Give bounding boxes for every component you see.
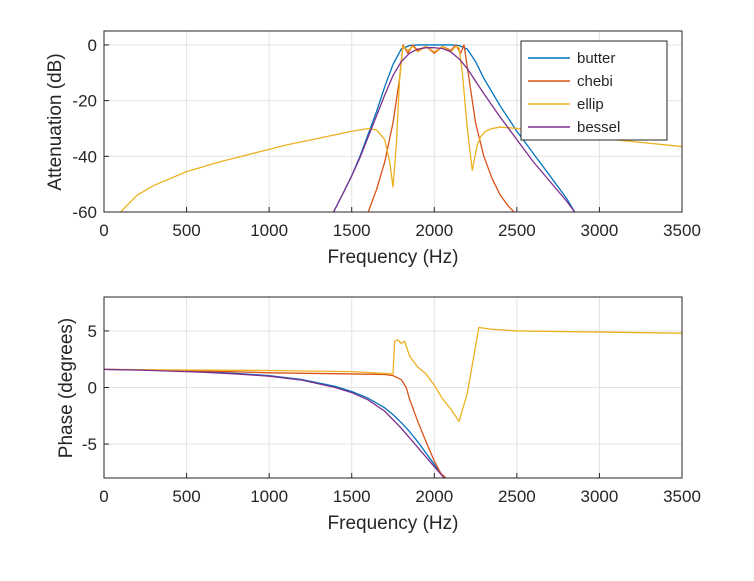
- magnitude-series-bessel: [332, 47, 576, 212]
- magnitude-x-tick-label: 500: [172, 221, 200, 240]
- phase-x-tick-label: 3500: [663, 487, 701, 506]
- phase-y-axis-title: Phase (degrees): [56, 318, 77, 458]
- phase-y-tick-label: -5: [82, 435, 97, 454]
- magnitude-x-tick-label: 2000: [415, 221, 453, 240]
- phase-x-tick-label: 2500: [498, 487, 536, 506]
- phase-series-ellip: [104, 326, 682, 423]
- phase-x-tick-label: 3000: [581, 487, 619, 506]
- magnitude-x-tick-label: 3500: [663, 221, 701, 240]
- magnitude-y-ticks: -60 -40 -20 0: [72, 36, 109, 222]
- magnitude-x-axis-title: Frequency (Hz): [328, 247, 459, 268]
- legend-label-bessel: bessel: [577, 119, 620, 136]
- magnitude-x-tick-label: 1000: [250, 221, 288, 240]
- magnitude-y-axis-title: Attenuation (dB): [45, 53, 66, 190]
- legend-label-ellip: ellip: [577, 96, 604, 113]
- magnitude-x-tick-label: 0: [99, 221, 108, 240]
- phase-x-ticks: 0 500 1000 1500 2000 2500 3000 3500: [99, 473, 701, 506]
- magnitude-x-tick-label: 2500: [498, 221, 536, 240]
- phase-y-ticks: -5 0 5: [82, 322, 109, 454]
- phase-y-tick-label: 0: [88, 379, 97, 398]
- magnitude-series-layer: [120, 44, 682, 212]
- phase-x-tick-label: 1500: [333, 487, 371, 506]
- magnitude-y-tick-label: -60: [72, 203, 97, 222]
- phase-series-chebi: [104, 368, 447, 478]
- phase-x-tick-label: 2000: [415, 487, 453, 506]
- phase-x-tick-label: 1000: [250, 487, 288, 506]
- phase-x-axis-title: Frequency (Hz): [328, 513, 459, 534]
- magnitude-y-tick-label: 0: [88, 36, 97, 55]
- phase-axes: 0 500 1000 1500 2000 2500 3000 3500 -5 0 5 Freque…: [56, 296, 701, 534]
- magnitude-x-tick-label: 1500: [333, 221, 371, 240]
- magnitude-y-tick-label: -40: [72, 147, 97, 166]
- magnitude-series-butter: [332, 44, 576, 212]
- magnitude-series-ellip: [120, 45, 682, 212]
- legend-label-chebi: chebi: [577, 73, 613, 90]
- legend-label-butter: butter: [577, 50, 615, 67]
- phase-series-bessel: [104, 368, 445, 478]
- magnitude-axis-box: [103, 30, 683, 213]
- magnitude-axes: 0 500 1000 1500 2000 2500 3000 3500 -60 -40 -20 0 …: [45, 30, 701, 268]
- phase-x-tick-label: 0: [99, 487, 108, 506]
- phase-y-tick-label: 5: [88, 322, 97, 341]
- phase-series-layer: [104, 326, 682, 478]
- magnitude-y-tick-label: -20: [72, 92, 97, 111]
- magnitude-x-tick-label: 3000: [581, 221, 619, 240]
- phase-x-tick-label: 500: [172, 487, 200, 506]
- magnitude-x-ticks: 0 500 1000 1500 2000 2500 3000 3500: [99, 207, 701, 240]
- legend: butter chebi ellip bessel: [520, 40, 668, 141]
